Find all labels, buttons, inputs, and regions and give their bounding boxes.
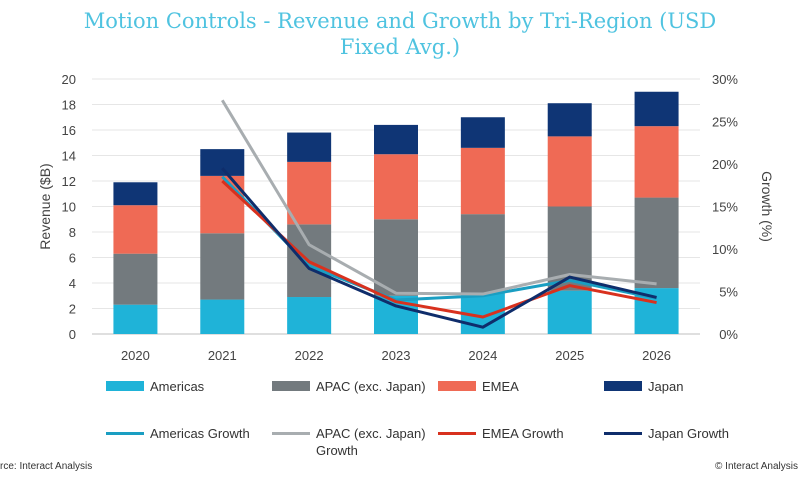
bar-japan-2024 [460, 117, 505, 148]
y2-tick-label: 25% [712, 115, 738, 130]
bar-americas-2022 [287, 297, 332, 334]
y-tick-label: 18 [62, 98, 76, 113]
y-tick-label: 4 [69, 276, 76, 291]
bar-emea-2023 [374, 154, 418, 220]
x-tick-label: 2022 [295, 348, 324, 363]
x-tick-label: 2020 [121, 348, 150, 363]
y-tick-label: 6 [69, 251, 76, 266]
source-note: rce: Interact Analysis [0, 461, 93, 472]
y-tick-label: 2 [69, 302, 76, 317]
y2-tick-label: 15% [712, 200, 738, 215]
bar-japan-2020 [113, 182, 158, 206]
bar-americas-2025 [547, 290, 592, 334]
x-tick-label: 2021 [208, 348, 237, 363]
bar-americas-2020 [113, 304, 158, 334]
bar-apac-exc-japan-2021 [200, 233, 245, 300]
bar-apac-exc-japan-2024 [460, 214, 505, 294]
bar-japan-2023 [374, 124, 418, 155]
bar-emea-2024 [460, 147, 505, 215]
y-tick-label: 8 [69, 225, 76, 240]
copyright-note: © Interact Analysis [715, 461, 798, 472]
y2-tick-label: 20% [712, 157, 738, 172]
line-apac-exc-japan-growth [221, 99, 657, 296]
y-tick-label: 14 [62, 149, 76, 164]
bar-emea-2026 [634, 126, 679, 198]
y2-tick-label: 10% [712, 242, 738, 257]
y-tick-label: 0 [69, 327, 76, 342]
y-axis-label: Revenue ($B) [37, 163, 53, 249]
x-tick-label: 2024 [468, 348, 497, 363]
bar-apac-exc-japan-2023 [374, 219, 418, 296]
x-tick-label: 2025 [555, 348, 584, 363]
x-tick-label: 2023 [382, 348, 411, 363]
bar-japan-2025 [547, 103, 592, 137]
bar-emea-2025 [547, 136, 592, 207]
chart-title: Motion Controls - Revenue and Growth by … [83, 9, 717, 59]
bar-japan-2021 [200, 149, 245, 176]
bar-apac-exc-japan-2026 [634, 197, 679, 289]
y-tick-label: 16 [62, 123, 76, 138]
y-tick-label: 20 [62, 72, 76, 87]
y2-tick-label: 5% [719, 285, 738, 300]
y-tick-label: 10 [62, 200, 76, 215]
bar-emea-2022 [287, 161, 332, 225]
y2-tick-label: 30% [712, 72, 738, 87]
y-tick-label: 12 [62, 174, 76, 189]
bar-apac-exc-japan-2020 [113, 253, 158, 305]
bar-americas-2021 [200, 299, 245, 334]
bar-japan-2022 [287, 132, 332, 162]
y2-tick-label: 0% [719, 327, 738, 342]
bar-japan-2026 [634, 91, 679, 127]
line-japan-growth [221, 167, 657, 329]
line-emea-growth [221, 179, 657, 319]
x-tick-label: 2026 [642, 348, 671, 363]
y2-axis-label: Growth (%) [759, 171, 775, 242]
bar-emea-2020 [113, 205, 158, 254]
